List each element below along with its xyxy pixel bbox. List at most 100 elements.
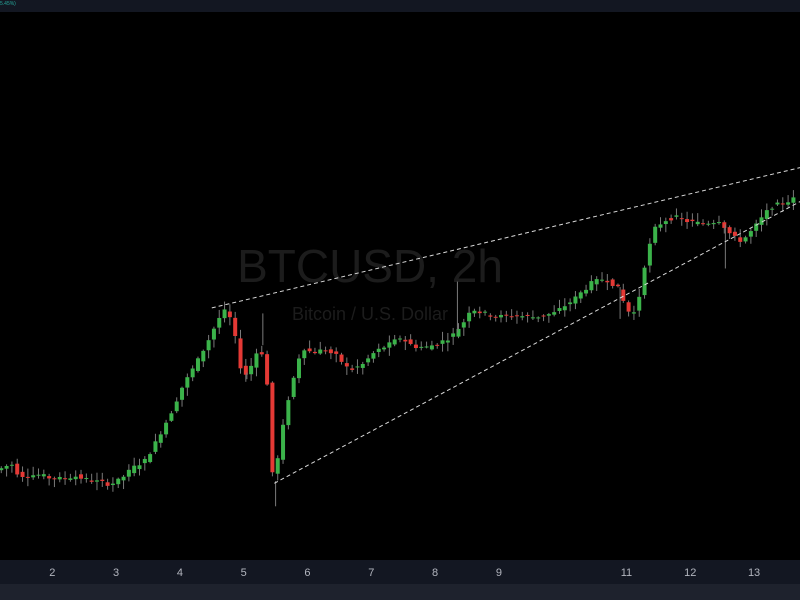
x-tick-label: 6 bbox=[304, 567, 310, 579]
candle-up bbox=[589, 281, 594, 291]
candle-up bbox=[296, 358, 301, 379]
candle-up bbox=[759, 217, 764, 225]
candle-up bbox=[137, 465, 142, 470]
candle-up bbox=[73, 476, 78, 480]
candle-up bbox=[180, 387, 185, 400]
candle-up bbox=[483, 311, 488, 313]
candle-down bbox=[509, 316, 514, 318]
x-tick-label: 13 bbox=[748, 567, 760, 579]
candle-up bbox=[440, 340, 445, 344]
x-tick-label: 12 bbox=[684, 567, 696, 579]
candle-down bbox=[403, 339, 408, 342]
candle-up bbox=[647, 243, 652, 266]
candle-up bbox=[467, 312, 472, 322]
trendline-upper[interactable] bbox=[211, 167, 800, 309]
watermark-symbol: BTCUSD, 2h bbox=[237, 240, 503, 292]
candle-down bbox=[514, 315, 519, 317]
candle-up bbox=[530, 317, 535, 319]
trendline-lower[interactable] bbox=[274, 201, 800, 484]
candle-up bbox=[557, 308, 562, 311]
candle-down bbox=[504, 314, 509, 316]
candle-up bbox=[286, 400, 291, 426]
x-tick-label: 11 bbox=[621, 567, 632, 579]
candle-down bbox=[25, 476, 30, 478]
candle-up bbox=[116, 478, 121, 485]
candle-up bbox=[658, 224, 663, 228]
candle-down bbox=[334, 351, 339, 354]
candle-up bbox=[419, 346, 424, 348]
candle-up bbox=[424, 346, 429, 348]
candle-down bbox=[105, 482, 110, 486]
candle-down bbox=[722, 222, 727, 228]
candle-down bbox=[541, 315, 546, 317]
candle-up bbox=[275, 458, 280, 474]
candle-up bbox=[222, 309, 227, 319]
candle-up bbox=[663, 221, 668, 225]
x-tick-label: 3 bbox=[113, 567, 119, 579]
x-tick-label: 2 bbox=[49, 567, 55, 579]
candle-down bbox=[328, 349, 333, 354]
candle-up bbox=[578, 292, 583, 299]
candle-down bbox=[605, 280, 610, 283]
candle-up bbox=[169, 413, 174, 421]
candle-up bbox=[387, 342, 392, 348]
candle-down bbox=[339, 354, 344, 362]
candle-up bbox=[0, 468, 4, 471]
candle-down bbox=[259, 352, 264, 355]
candle-down bbox=[63, 478, 68, 480]
candle-up bbox=[600, 279, 605, 281]
candle-up bbox=[695, 221, 700, 225]
candle-up bbox=[94, 480, 99, 482]
candle-down bbox=[312, 351, 317, 354]
candle-down bbox=[265, 354, 270, 385]
candle-up bbox=[520, 316, 525, 318]
candle-down bbox=[227, 311, 232, 318]
candle-up bbox=[84, 478, 89, 480]
candle-up bbox=[291, 377, 296, 397]
candle-up bbox=[9, 464, 14, 466]
candle-up bbox=[366, 358, 371, 363]
candle-up bbox=[770, 208, 775, 210]
candle-down bbox=[435, 344, 440, 346]
candle-up bbox=[249, 365, 254, 375]
candle-up bbox=[642, 267, 647, 296]
candle-up bbox=[4, 465, 9, 469]
candle-up bbox=[164, 422, 169, 435]
candle-up bbox=[631, 312, 636, 314]
time-axis[interactable] bbox=[0, 560, 800, 584]
candle-up bbox=[451, 333, 456, 337]
candle-up bbox=[398, 338, 402, 340]
candle-up bbox=[201, 350, 206, 362]
candle-down bbox=[350, 368, 355, 370]
candle-down bbox=[685, 219, 690, 223]
candle-down bbox=[690, 219, 695, 222]
candle-up bbox=[674, 215, 679, 217]
candle-down bbox=[270, 382, 275, 473]
candle-down bbox=[408, 339, 413, 344]
candle-up bbox=[637, 296, 642, 311]
candle-up bbox=[148, 454, 153, 463]
candle-up bbox=[206, 340, 211, 351]
candle-down bbox=[52, 478, 57, 480]
candle-up bbox=[360, 363, 365, 368]
candle-up bbox=[584, 289, 589, 294]
candle-up bbox=[456, 328, 461, 337]
candle-up bbox=[153, 441, 158, 452]
candlestick-series bbox=[0, 190, 796, 507]
candle-down bbox=[89, 480, 94, 482]
x-tick-label: 5 bbox=[241, 567, 247, 579]
candle-up bbox=[302, 350, 307, 359]
candle-up bbox=[371, 353, 376, 359]
candle-up bbox=[174, 401, 179, 412]
candle-down bbox=[621, 289, 626, 301]
candle-down bbox=[732, 231, 737, 236]
x-tick-label: 4 bbox=[177, 567, 183, 579]
candle-up bbox=[743, 237, 748, 242]
candle-up bbox=[382, 347, 387, 350]
trendlines bbox=[211, 167, 800, 484]
candle-down bbox=[307, 348, 312, 352]
candle-up bbox=[195, 358, 200, 371]
candle-up bbox=[376, 348, 381, 352]
candle-down bbox=[243, 365, 248, 375]
